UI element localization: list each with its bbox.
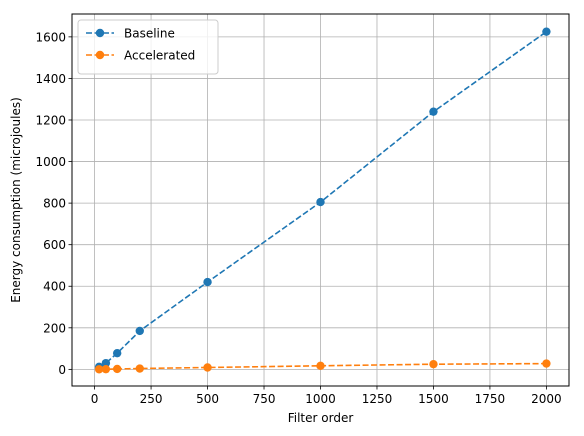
legend-marker [95,28,105,38]
plot-series [94,27,551,374]
legend-item: Baseline [86,27,175,41]
y-tick-label: 800 [43,197,66,211]
x-tick-label: 1500 [418,392,449,406]
x-tick-label: 1750 [475,392,506,406]
data-point [101,358,111,368]
data-point [316,197,325,207]
data-point [316,361,325,371]
x-tick-label: 2000 [531,392,562,406]
y-tick-label: 0 [58,363,66,377]
data-point [542,359,551,368]
x-tick-label: 750 [253,392,276,406]
y-axis-label: Energy consumption (microjoules) [9,97,23,303]
data-point [203,363,212,372]
x-tick-label: 250 [140,392,163,406]
legend-item: Accelerated [86,49,195,63]
series-accelerated [94,359,551,374]
y-tick-label: 1000 [35,155,66,169]
x-tick-label: 500 [196,392,219,406]
y-tick-label: 1400 [35,72,66,86]
y-tick-label: 200 [43,321,66,335]
x-tick-label: 0 [91,392,99,406]
data-point [135,326,144,336]
data-point [429,107,438,116]
data-point [112,348,122,358]
x-tick-label: 1000 [305,392,336,406]
data-point [203,277,212,287]
data-point [135,364,144,373]
data-point [542,27,551,36]
legend-marker [95,50,105,60]
y-tick-label: 400 [43,280,66,294]
x-axis-label: Filter order [288,411,354,425]
data-point [429,359,438,369]
data-point [101,364,111,374]
legend-label: Baseline [124,27,175,41]
data-point [94,365,104,374]
y-tick-label: 1600 [35,30,66,44]
axis-ticks: 0 250 500 750 1000 1250 1500 1750 2000 0 200 400 600… [35,30,561,406]
legend-label: Accelerated [124,49,195,63]
y-tick-label: 1200 [35,113,66,127]
y-tick-label: 600 [43,238,66,252]
legend: Baseline Accelerated [77,19,219,75]
x-tick-label: 1250 [362,392,393,406]
data-point [112,364,122,374]
